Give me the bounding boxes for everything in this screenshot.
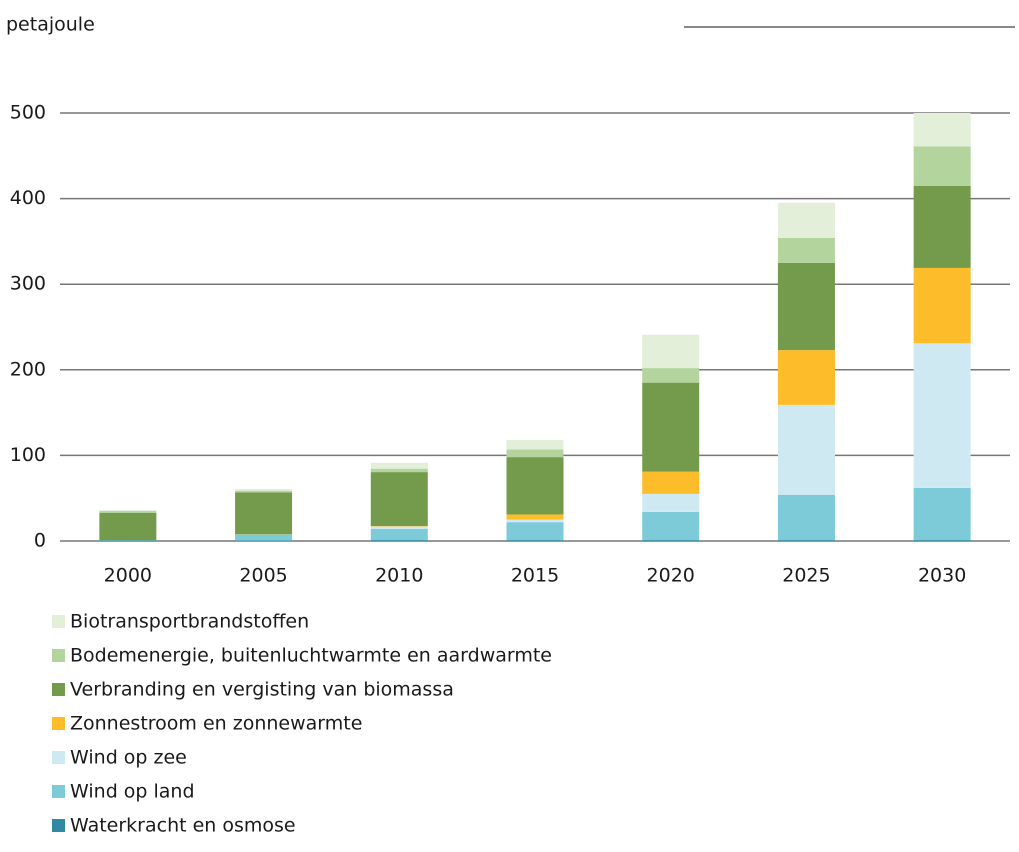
legend-label: Zonnestroom en zonnewarmte	[70, 713, 362, 735]
bar-segment	[235, 490, 293, 493]
legend-swatch	[52, 683, 65, 696]
bar-segment	[777, 540, 835, 541]
x-tick-label: 2025	[782, 565, 830, 587]
bar-segment	[642, 334, 700, 369]
bar-segment	[235, 492, 293, 535]
bar-segment	[506, 540, 564, 541]
legend-swatch	[52, 819, 65, 832]
bar-segment	[913, 540, 971, 541]
legend-label: Wind op land	[70, 781, 195, 803]
bar-segment	[506, 439, 564, 450]
legend-swatch	[52, 615, 65, 628]
bar-segment	[506, 522, 564, 541]
bar-segment	[370, 540, 428, 541]
x-tick-label: 2000	[104, 565, 152, 587]
bar-segment	[506, 514, 564, 520]
bar-segment	[777, 494, 835, 541]
bar-segment	[913, 487, 971, 541]
bar-segment	[642, 540, 700, 541]
bar-segment	[506, 457, 564, 515]
y-tick-label: 300	[10, 273, 46, 295]
bar-segment	[777, 262, 835, 351]
legend-swatch	[52, 785, 65, 798]
legend-label: Verbranding en vergisting van biomassa	[70, 679, 454, 701]
bar-segment	[913, 146, 971, 186]
legend-label: Bodemenergie, buitenluchtwarmte en aardw…	[70, 645, 552, 667]
x-tick-label: 2010	[375, 565, 423, 587]
x-tick-label: 2030	[918, 565, 966, 587]
bar-segment	[370, 462, 428, 469]
legend-swatch	[52, 751, 65, 764]
bar-segment	[99, 512, 157, 541]
bar-segment	[777, 202, 835, 238]
bar-segment	[99, 511, 157, 513]
bar-segment	[370, 529, 428, 541]
legend-label: Wind op zee	[70, 747, 187, 769]
y-axis-label: petajoule	[6, 14, 95, 36]
bar-segment	[99, 510, 157, 512]
bar-segment	[913, 185, 971, 268]
x-tick-label: 2005	[239, 565, 287, 587]
legend-swatch	[52, 649, 65, 662]
bar-segment	[506, 519, 564, 523]
bar-segment	[235, 488, 293, 491]
bar-segment	[777, 404, 835, 495]
y-tick-label: 0	[34, 530, 46, 552]
bar-segment	[642, 511, 700, 541]
bar-segment	[370, 526, 428, 530]
bar-segment	[913, 267, 971, 344]
legend-label: Biotransportbrandstoffen	[70, 611, 309, 633]
y-tick-label: 500	[10, 102, 46, 124]
bar-segment	[642, 493, 700, 512]
bar-segment	[642, 368, 700, 383]
legend-swatch	[52, 717, 65, 730]
bar-segment	[777, 350, 835, 405]
bar-segment	[913, 113, 971, 147]
y-tick-label: 100	[10, 444, 46, 466]
bar-segment	[506, 449, 564, 458]
bar-segment	[370, 472, 428, 527]
bar-segment	[913, 343, 971, 488]
legend-label: Waterkracht en osmose	[70, 815, 296, 837]
x-tick-label: 2020	[647, 565, 695, 587]
y-tick-label: 200	[10, 358, 46, 380]
bar-segment	[370, 468, 428, 473]
bar-segment	[235, 534, 293, 541]
y-tick-label: 400	[10, 187, 46, 209]
bar-segment	[642, 471, 700, 494]
x-tick-label: 2015	[511, 565, 559, 587]
bar-segment	[777, 237, 835, 263]
bar-segment	[642, 382, 700, 472]
